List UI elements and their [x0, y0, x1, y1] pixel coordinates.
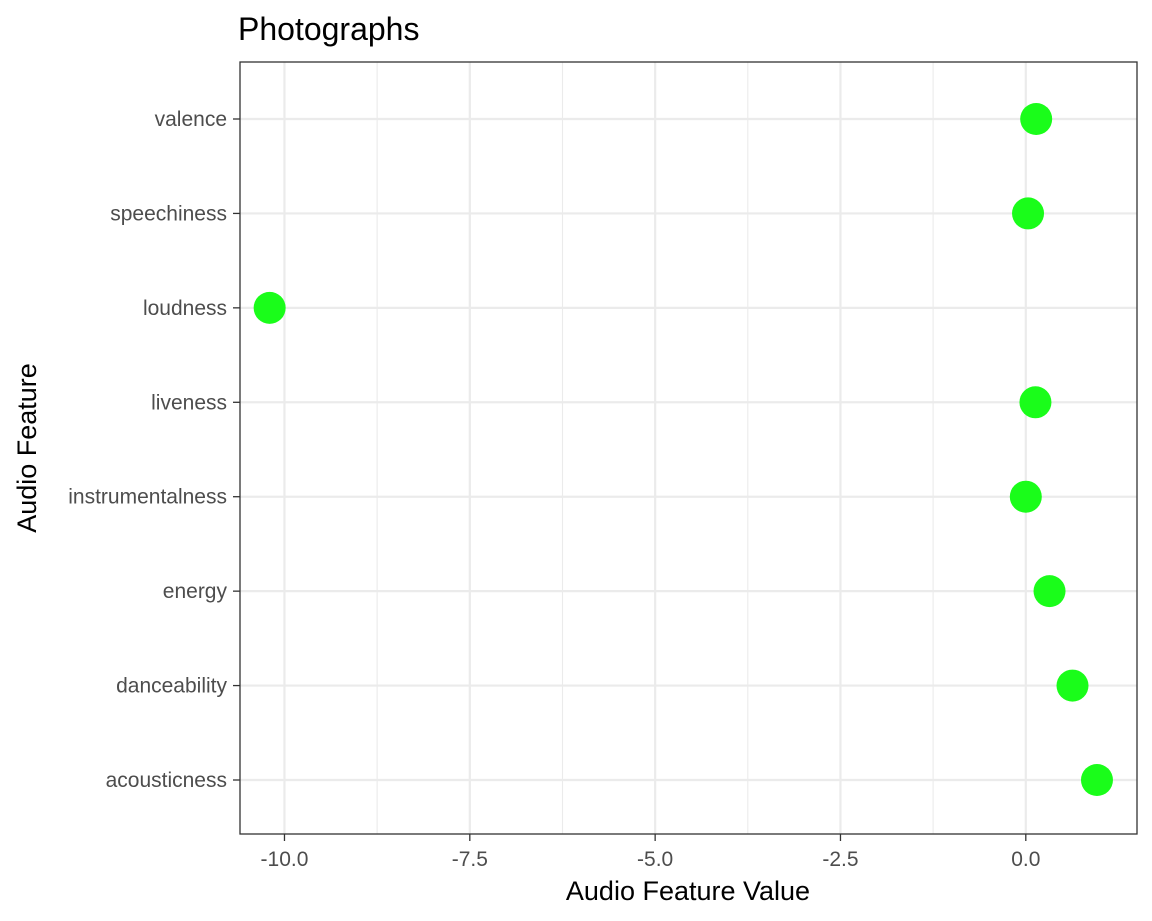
- point-instrumentalness: [1009, 480, 1042, 513]
- y-tick-label-danceability: danceability: [116, 675, 227, 698]
- y-tick-label-energy: energy: [163, 580, 228, 603]
- y-axis: acousticness danceability energy instrument…: [68, 108, 240, 792]
- x-axis: -10.0 -7.5 -5.0 -2.5 0.0: [261, 834, 1040, 871]
- y-tick-label-loudness: loudness: [143, 297, 227, 320]
- y-tick-label-instrumentalness: instrumentalness: [68, 486, 227, 509]
- point-valence: [1020, 103, 1053, 135]
- x-tick-label: 0.0: [1011, 848, 1040, 871]
- x-tick-label: -10.0: [261, 848, 309, 871]
- x-tick-label: -5.0: [637, 848, 673, 871]
- point-acousticness: [1080, 764, 1113, 796]
- y-axis-title: Audio Feature: [12, 363, 42, 533]
- x-tick-label: -2.5: [822, 848, 858, 871]
- y-tick-label-acousticness: acousticness: [106, 769, 227, 792]
- y-tick-label-liveness: liveness: [151, 391, 227, 414]
- point-speechiness: [1012, 197, 1045, 230]
- y-tick-label-valence: valence: [155, 108, 227, 131]
- point-energy: [1033, 575, 1066, 608]
- point-danceability: [1056, 669, 1089, 702]
- minor-gridlines: [376, 62, 934, 834]
- point-liveness: [1019, 386, 1052, 419]
- panel-border: [239, 61, 1138, 835]
- x-tick-label: -7.5: [452, 848, 488, 871]
- chart-title: Photographs: [238, 11, 419, 47]
- x-axis-title: Audio Feature Value: [566, 876, 810, 906]
- data-points: [253, 103, 1113, 796]
- major-gridlines: [240, 62, 1137, 834]
- point-loudness: [253, 291, 286, 324]
- y-tick-label-speechiness: speechiness: [110, 202, 227, 225]
